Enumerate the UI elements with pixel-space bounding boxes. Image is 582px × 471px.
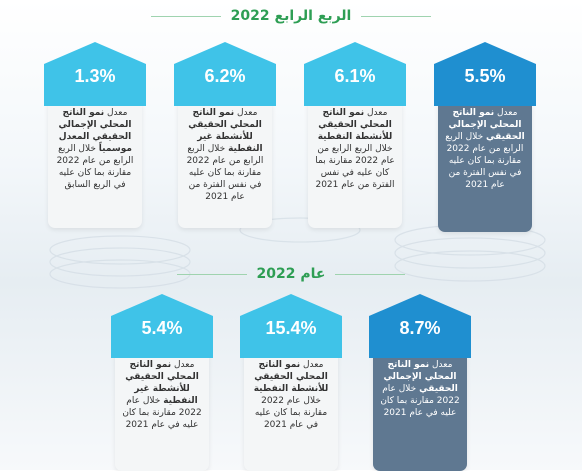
arrow-up-icon [44,42,146,106]
quarter-section-title: الربع الرابع 2022 [0,8,582,24]
year-card-total: 8.7% معدل نمو الناتج المحلي الإجمالي الح… [369,294,471,471]
arrow-cap: 15.4% [240,294,342,358]
card-description: معدل نمو الناتج المحلي الحقيقي للأنشطة غ… [115,350,209,471]
title-line-left [150,15,221,17]
arrow-up-icon [434,42,536,106]
growth-value: 15.4% [265,318,317,338]
growth-value: 6.1% [334,66,376,86]
quarter-card-total: 5.5% معدل نمو الناتج المحلي الإجمالي الح… [434,42,536,232]
card-description: معدل نمو الناتج المحلي الحقيقي للأنشطة غ… [178,98,272,228]
arrow-cap: 5.5% [434,42,536,106]
card-description: معدل نمو الناتج المحلي الإجمالي الحقيقي … [373,350,467,471]
card-description: معدل نمو الناتج المحلي الإجمالي الحقيقي … [438,98,532,232]
arrow-up-icon [111,294,213,358]
title-line-left [176,273,247,275]
growth-value: 8.7% [399,318,441,338]
arrow-up-icon [240,294,342,358]
growth-value: 5.5% [464,66,506,86]
arrow-cap: 1.3% [44,42,146,106]
card-description: معدل نمو الناتج المحلي الحقيقي للأنشطة ا… [244,350,338,471]
year-card-oil: 15.4% معدل نمو الناتج المحلي الحقيقي للأ… [240,294,342,471]
card-description: معدل نمو الناتج المحلي الإجمالي الحقيقي … [48,98,142,228]
growth-value: 1.3% [74,66,116,86]
title-line-right [335,273,406,275]
arrow-cap: 6.2% [174,42,276,106]
quarter-card-seasonal: 1.3% معدل نمو الناتج المحلي الإجمالي الح… [44,42,146,228]
title-line-right [361,15,432,17]
growth-value: 6.2% [204,66,246,86]
arrow-up-icon [304,42,406,106]
quarter-card-nonoil: 6.2% معدل نمو الناتج المحلي الحقيقي للأن… [174,42,276,228]
arrow-up-icon [174,42,276,106]
arrow-up-icon [369,294,471,358]
growth-value: 5.4% [141,318,183,338]
quarter-title-text: الربع الرابع 2022 [230,8,352,24]
arrow-cap: 5.4% [111,294,213,358]
year-title-text: عام 2022 [256,266,326,282]
year-section-title: عام 2022 [0,266,582,282]
quarter-card-oil: 6.1% معدل نمو الناتج المحلي الحقيقي للأن… [304,42,406,228]
arrow-cap: 8.7% [369,294,471,358]
year-card-nonoil: 5.4% معدل نمو الناتج المحلي الحقيقي للأن… [111,294,213,471]
card-description: معدل نمو الناتج المحلي الحقيقي للأنشطة ا… [308,98,402,228]
arrow-cap: 6.1% [304,42,406,106]
